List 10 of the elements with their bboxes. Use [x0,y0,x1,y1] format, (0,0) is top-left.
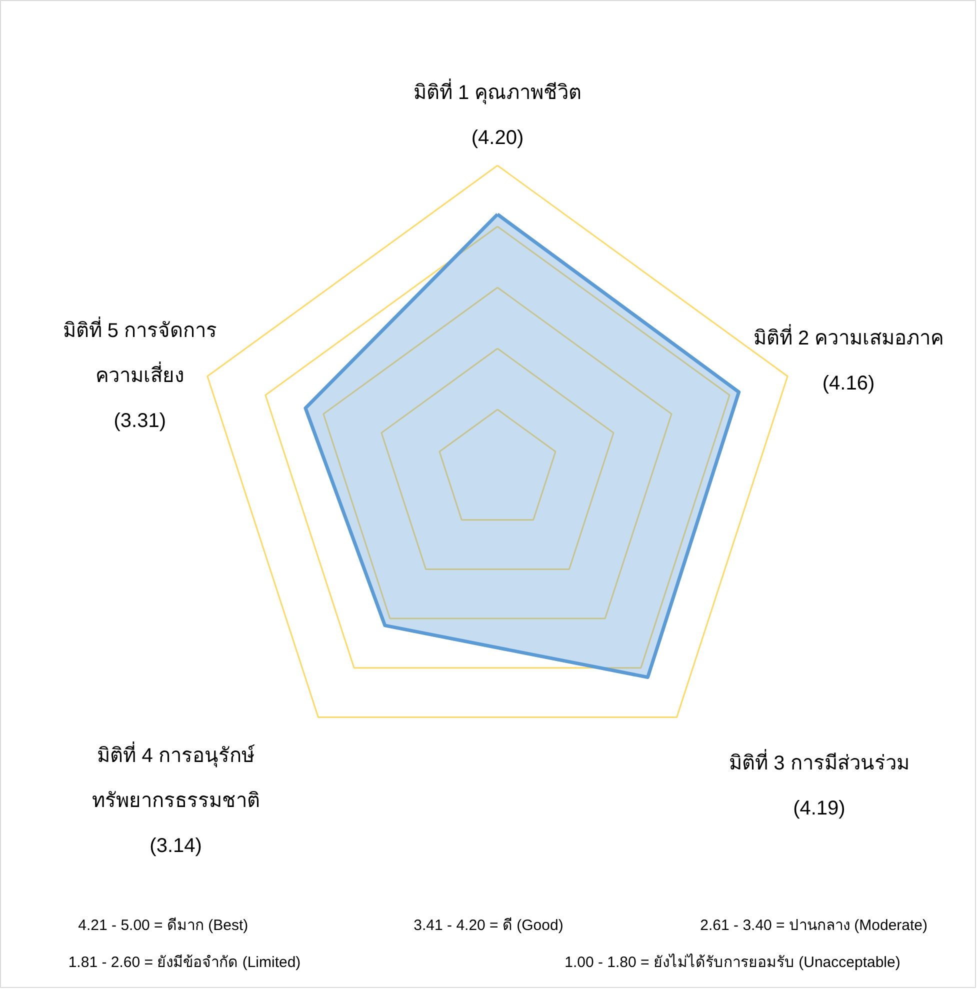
text: 1.81 - 2.60 = ยังมีข้อจำกัด (Limited) [68,954,301,971]
spoke-label: มิติที่ 4 การอนุรักษ์ ทรัพยากรธรรมชาติ (3.14) [92,741,260,858]
spoke-label: มิติที่ 1 คุณภาพชีวิต (4.20) [413,78,582,149]
spoke-label: มิติที่ 3 การมีส่วนร่วม (4.19) [729,748,910,820]
text: 1.00 - 1.80 = ยังไม่ได้รับการยอมรับ (Unacceptable) [564,953,900,971]
text: 4.21 - 5.00 = ดีมาก (Best) [78,917,248,934]
text: 2.61 - 3.40 = ปานกลาง (Moderate) [700,917,928,934]
spoke-label: มิติที่ 5 การจัดการ ความเสี่ยง (3.31) [62,316,218,432]
text: 3.41 - 4.20 = ดี (Good) [414,917,564,934]
spoke-label: มิติที่ 2 ความเสมอภาค (4.16) [753,323,944,394]
